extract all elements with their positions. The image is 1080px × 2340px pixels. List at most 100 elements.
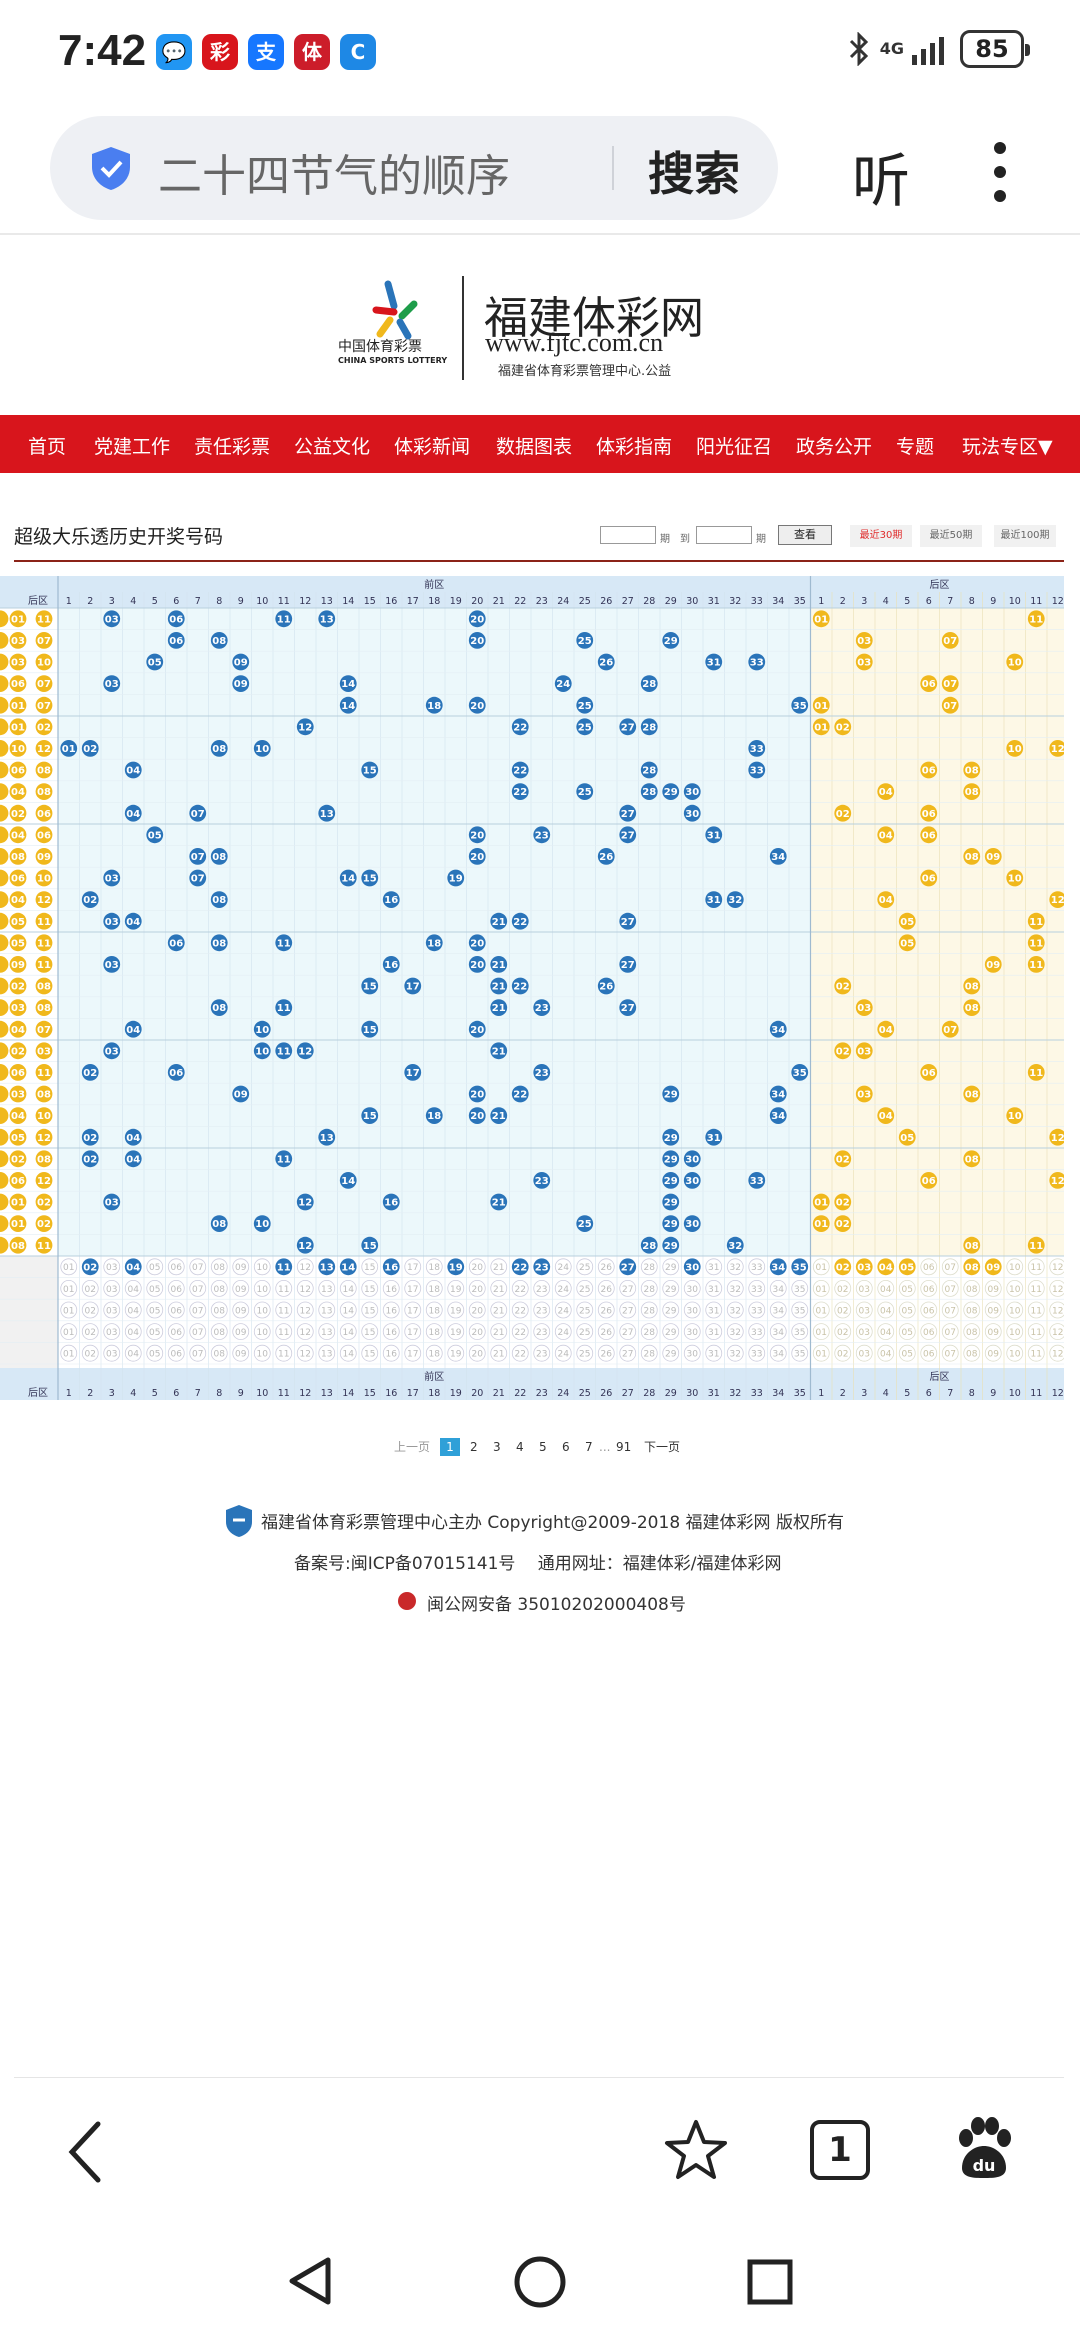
issue-from-input[interactable] (600, 526, 656, 544)
front-ball (683, 1215, 701, 1232)
front-ball-label: 30 (685, 809, 699, 820)
page-button[interactable]: 1 (440, 1438, 460, 1456)
site-name[interactable]: 福建体彩网 (484, 293, 704, 344)
nav-item-news[interactable]: 体彩新闻 (394, 436, 471, 458)
front-ball-label: 22 (513, 766, 527, 777)
stat-empty-label: 03 (106, 1263, 117, 1273)
stat-empty-label: 09 (988, 1350, 1000, 1360)
page-button[interactable]: 2 (470, 1440, 478, 1454)
back-ball (941, 1020, 959, 1038)
issue-back-label: 11 (37, 1068, 51, 1079)
browser-search-bar[interactable]: 二十四节气的顺序 搜索 (50, 116, 778, 220)
stat-empty-ball (533, 1323, 551, 1340)
nav-item-recruit[interactable]: 阳光征召 (696, 436, 773, 458)
issue-back-ball (35, 869, 53, 887)
back-icon[interactable] (64, 2120, 104, 2184)
site-subtitle: 福建省体育彩票管理中心.公益 (498, 364, 672, 379)
system-recents-icon[interactable] (746, 2258, 794, 2306)
nav-item-party[interactable]: 党建工作 (94, 436, 171, 458)
police-badge-icon (226, 1505, 252, 1537)
listen-button[interactable]: 听 (852, 147, 911, 215)
back-ball (877, 783, 895, 800)
stat-empty-label: 12 (1052, 1285, 1063, 1295)
nav-item-culture[interactable]: 公益文化 (294, 436, 371, 458)
front-ball (705, 891, 723, 908)
issue-back-ball (9, 1042, 27, 1060)
query-button[interactable]: 查看 (778, 525, 832, 545)
back-ball (855, 999, 873, 1016)
stat-empty-ball (404, 1344, 422, 1362)
stat-empty-label: 27 (622, 1306, 633, 1316)
front-ball (275, 1150, 293, 1168)
nav-item-topics[interactable]: 专题 (896, 436, 935, 458)
front-ball-label: 32 (728, 1241, 742, 1252)
footer-header-bg (0, 1368, 1064, 1400)
system-back-icon[interactable] (284, 2254, 334, 2308)
page-title: 超级大乐透历史开奖号码 (14, 526, 224, 548)
signal-icon (912, 37, 944, 65)
issue-to-input[interactable] (696, 526, 752, 544)
back-ball (898, 912, 916, 930)
stat-empty-label: 14 (343, 1328, 355, 1338)
page-button[interactable]: 7 (585, 1440, 593, 1454)
stat-empty-ball (404, 1323, 422, 1340)
front-ball (683, 1150, 701, 1168)
stat-empty-label: 20 (472, 1306, 484, 1316)
front-ball (468, 826, 486, 844)
nav-item-home[interactable]: 首页 (28, 436, 67, 458)
front-ball-label: 29 (664, 787, 678, 798)
back-col-header: 11 (1030, 596, 1042, 607)
issue-stub-ball (0, 956, 9, 973)
nav-item-charts[interactable]: 数据图表 (496, 436, 573, 458)
bookmark-star-icon[interactable] (664, 2118, 728, 2182)
back-ball (834, 804, 852, 822)
page-button[interactable]: 3 (493, 1440, 501, 1454)
prev-page-button[interactable]: 上一页 (394, 1440, 431, 1454)
front-col-header: 17 (407, 596, 419, 607)
issue-back-ball (9, 1085, 27, 1103)
stat-empty-ball (425, 1258, 443, 1276)
back-ball (812, 1215, 830, 1232)
nav-item-government[interactable]: 政务公开 (796, 436, 873, 458)
page-button[interactable]: 91 (616, 1440, 632, 1454)
page-button[interactable]: 6 (562, 1440, 570, 1454)
stat-empty-label: 01 (816, 1306, 827, 1316)
issue-back-ball (9, 956, 27, 973)
stat-empty-label: 16 (386, 1350, 398, 1360)
footer-security[interactable]: 闽公网安备 35010202000408号 (427, 1595, 686, 1615)
baidu-paw-icon[interactable]: du (952, 2116, 1016, 2182)
back-ball (920, 826, 938, 844)
range-30-button[interactable]: 最近30期 (850, 525, 912, 547)
issue-stub-ball (0, 1085, 9, 1103)
nav-item-responsible[interactable]: 责任彩票 (194, 436, 271, 458)
stat-empty-ball (253, 1258, 271, 1276)
stat-empty-label: 21 (493, 1285, 504, 1295)
front-ball-label: 04 (126, 1133, 140, 1144)
front-ball-label: 06 (169, 938, 183, 949)
front-col-header: 1 (66, 596, 72, 607)
page-button[interactable]: 5 (539, 1440, 547, 1454)
stat-empty-label: 06 (923, 1263, 935, 1273)
search-input[interactable]: 二十四节气的顺序 (158, 151, 510, 202)
stat-empty-label: 01 (63, 1306, 74, 1316)
system-home-icon[interactable] (512, 2254, 568, 2310)
stat-empty-label: 30 (687, 1350, 699, 1360)
back-zone-short-label: 后区 (28, 1387, 48, 1399)
stat-front-ball-label: 04 (126, 1262, 140, 1273)
more-menu-icon[interactable] (985, 136, 1015, 206)
page-button[interactable]: 4 (516, 1440, 524, 1454)
stat-empty-ball (60, 1301, 78, 1319)
range-50-button[interactable]: 最近50期 (920, 525, 982, 547)
tabs-button[interactable]: 1 (810, 2120, 870, 2180)
front-ball (124, 804, 142, 822)
search-button[interactable]: 搜索 (648, 147, 740, 201)
nav-item-games[interactable]: 玩法专区▼ (962, 436, 1053, 458)
front-ball-label: 02 (83, 895, 97, 906)
next-page-button[interactable]: 下一页 (644, 1440, 681, 1454)
front-ball (103, 610, 121, 628)
nav-item-guide[interactable]: 体彩指南 (596, 436, 673, 458)
site-url[interactable]: www.fjtc.com.cn (485, 328, 664, 357)
range-100-button[interactable]: 最近100期 (994, 525, 1056, 547)
stat-empty-label: 01 (63, 1328, 74, 1338)
stat-back-ball (855, 1258, 873, 1276)
